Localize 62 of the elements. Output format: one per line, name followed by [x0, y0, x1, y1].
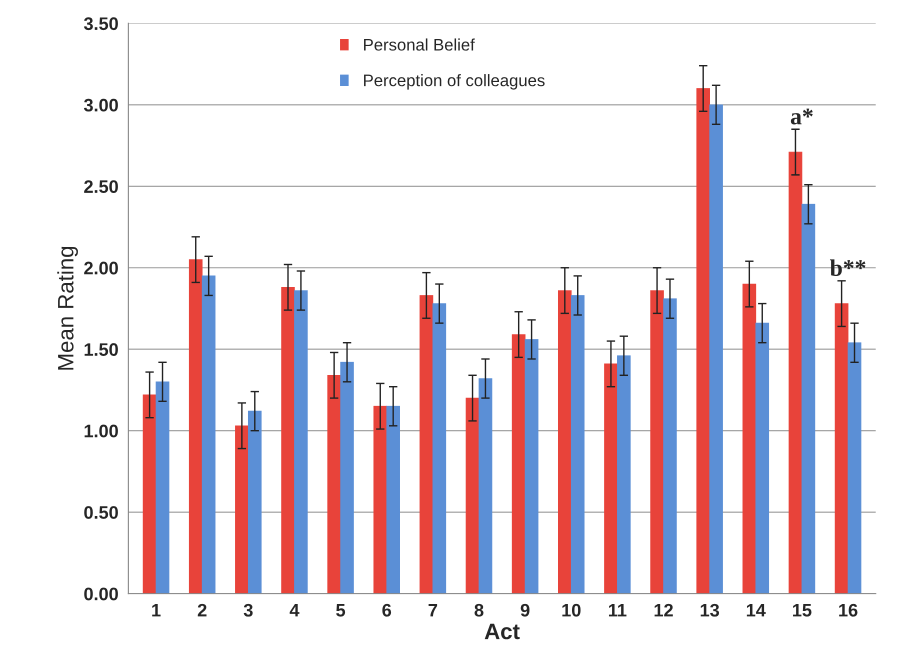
legend-label: Perception of colleagues	[364, 74, 545, 90]
y-tick-label: 0.50	[84, 506, 118, 519]
x-tick-label: 11	[608, 604, 626, 616]
bar	[373, 406, 388, 594]
x-tick-label: 16	[839, 604, 858, 617]
bar	[788, 152, 802, 594]
bar	[524, 339, 538, 594]
bar	[755, 322, 770, 594]
x-tick-label: 10	[562, 604, 581, 617]
legend-label: Personal Belief	[364, 38, 475, 51]
x-tick-label: 12	[654, 604, 673, 616]
bar	[604, 364, 618, 594]
x-tick-label: 5	[336, 604, 346, 617]
bar	[512, 334, 526, 594]
bar	[420, 295, 434, 594]
bar	[802, 204, 816, 594]
bar	[696, 88, 710, 594]
x-tick-label: 15	[793, 604, 812, 617]
x-tick-label: 13	[700, 604, 720, 617]
x-tick-label: 4	[290, 604, 300, 616]
y-tick-label: 1.00	[84, 424, 118, 438]
bar	[327, 374, 341, 594]
y-tick-label: 2.50	[84, 180, 118, 194]
bar	[248, 410, 262, 594]
bar	[142, 394, 156, 594]
x-tick-label: 14	[746, 604, 766, 616]
bar	[188, 259, 203, 594]
annotation: a*	[790, 108, 813, 124]
bar	[650, 290, 664, 594]
x-tick-label: 8	[474, 604, 484, 617]
y-tick-label: 1.50	[84, 343, 118, 356]
x-axis-title: Act	[484, 624, 520, 640]
bar	[202, 276, 216, 594]
bar	[848, 342, 862, 594]
bar	[617, 355, 631, 594]
bar	[235, 425, 249, 594]
y-tick-label: 3.00	[84, 98, 118, 112]
bar	[663, 298, 677, 594]
bar	[294, 290, 308, 594]
y-tick-label: 2.00	[84, 262, 118, 274]
y-axis-title: Mean Rating	[57, 246, 78, 370]
y-tick-label: 3.50	[84, 17, 118, 30]
bar	[558, 290, 572, 594]
x-tick-label: 3	[244, 604, 253, 617]
bar	[386, 406, 400, 594]
bar	[570, 295, 585, 594]
x-tick-label: 6	[382, 604, 392, 617]
x-tick-label: 2	[198, 604, 206, 616]
bar	[709, 104, 723, 594]
bar	[281, 286, 295, 594]
y-tick-label: 0.00	[84, 588, 118, 600]
bar	[834, 303, 848, 594]
x-tick-label: 9	[520, 604, 530, 617]
x-tick-label: 1	[152, 604, 161, 616]
bar	[156, 381, 170, 594]
bar	[742, 284, 756, 594]
bar	[478, 378, 492, 594]
annotation: b**	[830, 259, 866, 276]
bar	[432, 303, 446, 594]
bar	[340, 362, 354, 594]
bar	[466, 398, 480, 594]
x-tick-label: 7	[428, 604, 438, 616]
